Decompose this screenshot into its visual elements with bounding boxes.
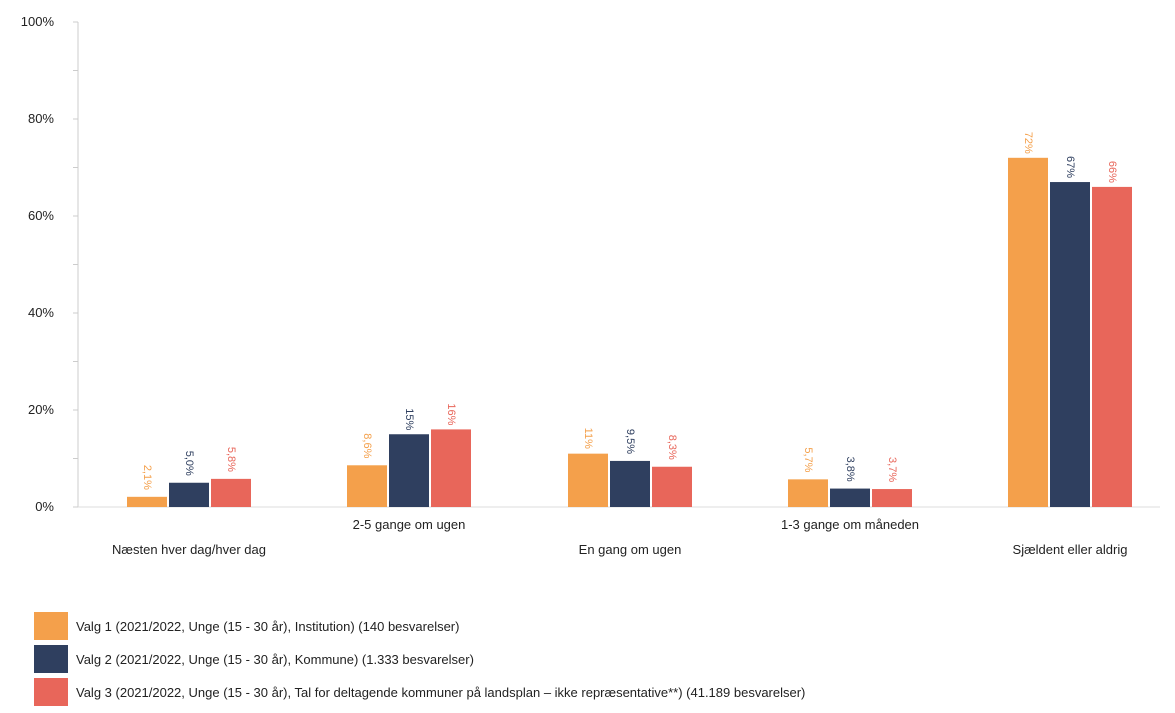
bar-series-2 (610, 460, 650, 507)
data-label: 8,3% (666, 435, 678, 460)
legend-swatch (34, 678, 68, 706)
legend-item-2: Valg 2 (2021/2022, Unge (15 - 30 år), Ko… (34, 645, 805, 673)
bar-series-3 (1092, 186, 1132, 507)
y-tick-label: 20% (28, 402, 54, 417)
bar-series-1 (1008, 157, 1048, 508)
legend-swatch (34, 645, 68, 673)
data-label: 2,1% (141, 465, 153, 490)
bar-series-1 (788, 479, 828, 507)
bar-series-2 (1050, 182, 1090, 508)
legend-item-3: Valg 3 (2021/2022, Unge (15 - 30 år), Ta… (34, 678, 805, 706)
legend-label: Valg 2 (2021/2022, Unge (15 - 30 år), Ko… (76, 651, 474, 667)
y-tick-label: 60% (28, 208, 54, 223)
bar-series-2 (389, 434, 429, 507)
data-label: 5,0% (183, 451, 195, 476)
data-label: 5,7% (802, 447, 814, 472)
y-axis: 0% 20% 40% 60% 80% 100% (21, 14, 1160, 514)
data-label: 8,6% (361, 433, 373, 458)
bar-series-3 (652, 466, 692, 507)
legend-item-1: Valg 1 (2021/2022, Unge (15 - 30 år), In… (34, 612, 805, 640)
bar-series-1 (347, 465, 387, 507)
x-category-label: En gang om ugen (579, 542, 682, 557)
bar-series-3 (431, 429, 471, 507)
x-axis-labels: Næsten hver dag/hver dag 2-5 gange om uge… (112, 517, 1127, 557)
legend-label: Valg 3 (2021/2022, Unge (15 - 30 år), Ta… (76, 684, 806, 700)
y-tick-label: 100% (21, 14, 55, 29)
y-tick-label: 0% (35, 499, 54, 514)
data-label: 16% (445, 403, 457, 425)
bar-series-1 (568, 453, 608, 507)
bar-series-1 (127, 496, 167, 507)
x-category-label: Næsten hver dag/hver dag (112, 542, 266, 557)
bar-series-2 (830, 488, 870, 507)
data-label: 72% (1022, 132, 1034, 154)
data-label: 5,8% (225, 447, 237, 472)
data-label: 67% (1064, 156, 1076, 178)
data-labels: 2,1% 5,0% 5,8% 8,6% 15% 16% 11% 9,5% 8,3% 5,7% 3,8… (141, 132, 1118, 490)
data-label: 66% (1106, 161, 1118, 183)
data-label: 3,7% (886, 457, 898, 482)
data-label: 3,8% (844, 457, 856, 482)
x-category-label: 1-3 gange om måneden (781, 517, 919, 532)
legend-label: Valg 1 (2021/2022, Unge (15 - 30 år), In… (76, 618, 460, 634)
data-label: 15% (403, 408, 415, 430)
y-tick-label: 40% (28, 305, 54, 320)
data-label: 9,5% (624, 429, 636, 454)
y-tick-label: 80% (28, 111, 54, 126)
data-label: 11% (582, 428, 594, 449)
bar-series-2 (169, 482, 209, 507)
legend-swatch (34, 612, 68, 640)
legend: Valg 1 (2021/2022, Unge (15 - 30 år), In… (34, 612, 805, 711)
bars (127, 157, 1132, 508)
bar-chart: 0% 20% 40% 60% 80% 100% 2,1% 5,0% 5,8% 8,6% 15% 16… (21, 14, 1160, 557)
bar-series-3 (872, 489, 912, 507)
x-category-label: Sjældent eller aldrig (1013, 542, 1128, 557)
bar-series-3 (211, 478, 251, 507)
x-category-label: 2-5 gange om ugen (353, 517, 466, 532)
